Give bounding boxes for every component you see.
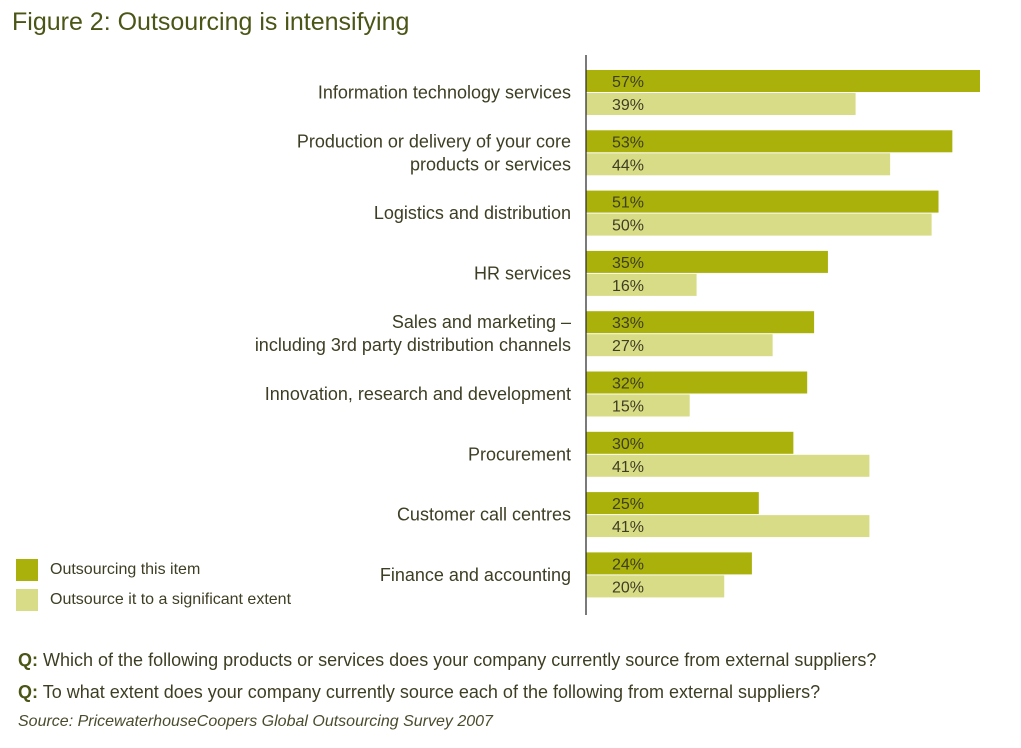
- bar-value-label: 57%: [612, 74, 644, 91]
- bar-value-label: 35%: [612, 255, 644, 272]
- bar-chart: 57% 39% Information technology services 53%…: [255, 55, 980, 615]
- bar-outsourcing: [586, 552, 752, 575]
- question-prefix: Q:: [18, 682, 38, 702]
- bar-significant: [586, 93, 856, 115]
- bar-significant: [586, 334, 773, 357]
- bar-value-label: 39%: [612, 97, 644, 114]
- source-note: Source: PricewaterhouseCoopers Global Ou…: [18, 713, 493, 730]
- category-label: Innovation, research and development: [265, 384, 571, 404]
- bar-significant: [586, 213, 932, 236]
- bar-value-label: 51%: [612, 195, 644, 212]
- bar-value-label: 20%: [612, 579, 644, 596]
- survey-questions: Q: Which of the following products or se…: [18, 648, 876, 712]
- bar-value-label: 24%: [612, 556, 644, 573]
- question-prefix: Q:: [18, 650, 38, 670]
- bar-value-label: 16%: [612, 278, 644, 295]
- bar-value-label: 41%: [612, 519, 644, 536]
- bar-value-label: 33%: [612, 315, 644, 332]
- category-label: Information technology services: [318, 83, 571, 103]
- category-label: HR services: [474, 263, 571, 283]
- bar-value-label: 50%: [612, 218, 644, 235]
- bar-value-label: 44%: [612, 157, 644, 174]
- bar-significant: [586, 394, 690, 417]
- question-text: Which of the following products or servi…: [43, 650, 877, 670]
- bar-value-label: 32%: [612, 376, 644, 393]
- category-label: Production or delivery of your core: [297, 131, 571, 151]
- bar-outsourcing: [586, 130, 953, 153]
- bar-significant: [586, 153, 891, 176]
- bar-value-label: 27%: [612, 338, 644, 355]
- bar-value-label: 53%: [612, 134, 644, 151]
- legend-item-outsourcing: Outsourcing this item: [16, 556, 291, 584]
- bar-outsourcing: [586, 250, 828, 273]
- question-2: Q: To what extent does your company curr…: [18, 680, 876, 712]
- category-label: Sales and marketing –: [392, 312, 571, 332]
- legend-label: Outsource it to a significant extent: [50, 591, 292, 608]
- bar-value-label: 41%: [612, 459, 644, 476]
- question-1: Q: Which of the following products or se…: [18, 648, 876, 680]
- bar-value-label: 30%: [612, 436, 644, 453]
- category-label: Customer call centres: [397, 505, 571, 525]
- chart-title: Figure 2: Outsourcing is intensifying: [12, 8, 410, 36]
- bar-outsourcing: [586, 431, 794, 454]
- bar-value-label: 15%: [612, 399, 644, 416]
- bar-significant: [586, 273, 697, 296]
- category-label: Logistics and distribution: [374, 203, 571, 223]
- bar-outsourcing: [586, 492, 759, 515]
- bar-outsourcing: [586, 70, 980, 92]
- bar-significant: [586, 454, 870, 477]
- legend: Outsourcing this item Outsource it to a …: [16, 556, 291, 616]
- bar-significant: [586, 575, 725, 598]
- category-label: Finance and accounting: [380, 565, 571, 585]
- bar-outsourcing: [586, 190, 939, 213]
- bar-significant: [586, 515, 870, 538]
- bar-outsourcing: [586, 371, 808, 394]
- bar-outsourcing: [586, 311, 815, 334]
- legend-swatch-significant: [16, 589, 38, 611]
- category-label: products or services: [410, 154, 571, 174]
- category-label: including 3rd party distribution channel…: [255, 335, 571, 355]
- legend-swatch-outsourcing: [16, 559, 38, 581]
- legend-item-significant: Outsource it to a significant extent: [16, 586, 291, 614]
- question-text: To what extent does your company current…: [42, 682, 821, 702]
- category-label: Procurement: [468, 444, 571, 464]
- legend-label: Outsourcing this item: [50, 561, 201, 578]
- bar-value-label: 25%: [612, 496, 644, 513]
